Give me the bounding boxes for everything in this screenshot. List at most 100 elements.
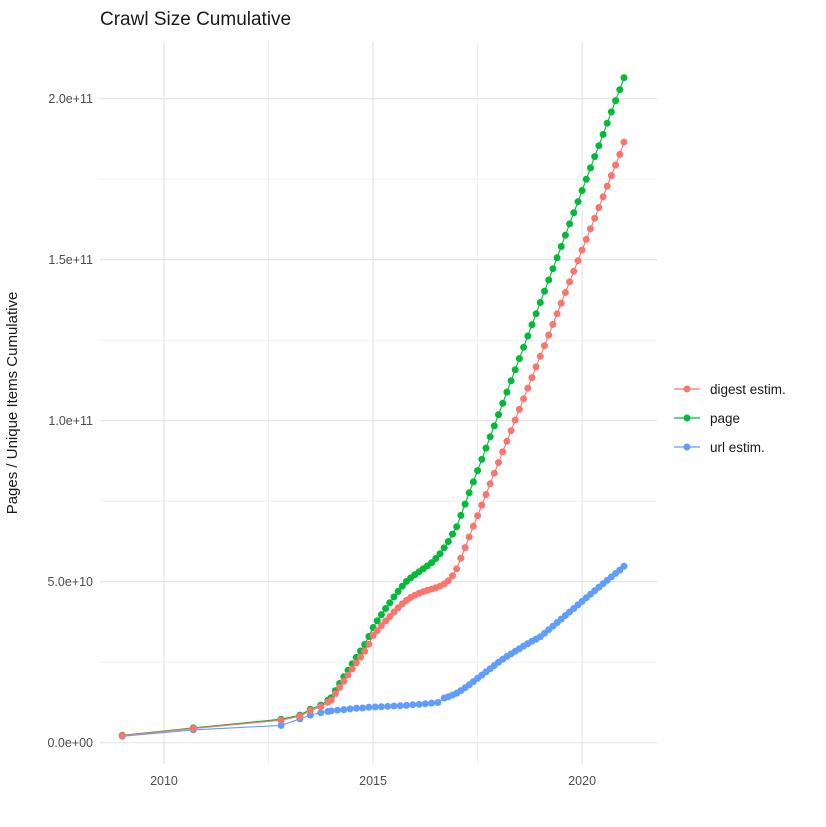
data-point-page xyxy=(587,164,594,172)
data-point-page xyxy=(511,366,519,374)
data-point-digest-estim xyxy=(595,204,603,211)
data-point-page xyxy=(532,310,540,318)
data-point-digest-estim xyxy=(373,627,381,635)
data-point-digest-estim xyxy=(507,427,515,435)
legend: digest estim. page url estim. xyxy=(672,379,786,457)
data-point-digest-estim xyxy=(587,225,594,233)
data-point-page xyxy=(386,599,394,607)
data-point-digest-estim xyxy=(277,716,285,724)
data-point-digest-estim xyxy=(296,712,304,720)
data-point-page xyxy=(553,254,561,262)
data-point-url-estim xyxy=(384,702,392,710)
data-point-page xyxy=(620,74,628,82)
data-point-url-estim xyxy=(390,702,398,710)
chart-title: Crawl Size Cumulative xyxy=(100,9,291,30)
data-point-url-estim xyxy=(409,701,417,709)
data-point-digest-estim xyxy=(317,703,325,711)
data-point-url-estim xyxy=(334,706,341,714)
axis-labels-layer: 0.0e+00 5.0e+10 1.0e+11 1.5e+11 2.0e+11 2010 2… xyxy=(47,92,596,788)
data-point-digest-estim xyxy=(189,725,197,733)
data-point-digest-estim xyxy=(478,501,486,509)
data-point-url-estim xyxy=(371,703,379,711)
data-point-url-estim xyxy=(352,704,360,712)
data-point-page xyxy=(536,299,544,306)
grid-layer xyxy=(100,42,657,764)
data-point-digest-estim xyxy=(574,257,582,265)
data-point-page xyxy=(382,605,390,612)
data-point-digest-estim xyxy=(553,310,561,318)
data-point-digest-estim xyxy=(382,617,390,625)
data-point-page xyxy=(478,455,486,463)
data-point-digest-estim xyxy=(352,659,360,667)
legend-label: page xyxy=(710,410,741,426)
data-point-digest-estim xyxy=(620,138,628,146)
data-point-digest-estim xyxy=(612,161,620,169)
data-point-digest-estim xyxy=(340,677,348,685)
data-point-page xyxy=(557,243,565,250)
data-point-page xyxy=(398,582,406,590)
data-point-page xyxy=(616,86,624,94)
y-tick-label: 5.0e+10 xyxy=(47,575,93,589)
data-point-url-estim xyxy=(434,699,442,706)
data-point-page xyxy=(578,187,586,194)
data-point-digest-estim xyxy=(486,480,494,488)
legend-key-icon xyxy=(674,385,700,393)
data-point-page xyxy=(394,587,402,595)
legend-key-dot xyxy=(683,443,691,451)
data-point-page xyxy=(440,544,448,552)
data-point-url-estim xyxy=(421,700,429,708)
x-tick-label: 2020 xyxy=(568,774,596,788)
data-point-page xyxy=(449,530,456,538)
data-point-page xyxy=(436,550,444,558)
data-point-digest-estim xyxy=(361,647,369,655)
data-point-digest-estim xyxy=(607,172,615,180)
series-url-estim xyxy=(118,562,628,740)
data-point-digest-estim xyxy=(515,405,523,413)
data-point-page xyxy=(603,119,611,127)
data-point-digest-estim xyxy=(306,707,314,714)
data-point-page xyxy=(515,355,523,363)
data-point-digest-estim xyxy=(377,622,385,630)
data-point-page xyxy=(377,611,385,619)
data-point-digest-estim xyxy=(474,512,482,520)
data-point-digest-estim xyxy=(444,577,452,585)
data-point-digest-estim xyxy=(365,640,373,648)
data-point-digest-estim xyxy=(524,384,532,392)
data-point-digest-estim xyxy=(528,374,536,382)
data-point-page xyxy=(566,220,574,228)
data-point-digest-estim xyxy=(453,565,461,573)
data-point-digest-estim xyxy=(582,235,590,243)
data-point-digest-estim xyxy=(616,150,624,158)
data-point-page xyxy=(545,276,553,284)
data-point-page xyxy=(503,388,511,396)
data-point-digest-estim xyxy=(578,246,586,254)
data-point-digest-estim xyxy=(490,469,498,477)
data-point-page xyxy=(570,209,578,217)
data-point-page xyxy=(453,523,461,531)
data-point-url-estim xyxy=(359,704,367,712)
legend-item-digest-estim: digest estim. xyxy=(672,379,786,399)
data-point-url-estim xyxy=(346,705,354,713)
data-point-page xyxy=(490,422,498,430)
data-point-digest-estim xyxy=(344,671,352,679)
data-point-digest-estim xyxy=(348,665,356,673)
data-point-page xyxy=(612,97,620,105)
data-point-page xyxy=(465,489,473,497)
data-point-page xyxy=(486,433,494,441)
data-point-digest-estim xyxy=(570,267,578,275)
data-point-page xyxy=(469,478,477,486)
data-point-page xyxy=(461,500,469,508)
data-point-digest-estim xyxy=(386,613,394,620)
data-point-digest-estim xyxy=(327,696,335,704)
data-point-digest-estim xyxy=(499,448,507,456)
data-point-page xyxy=(595,142,603,150)
data-point-url-estim xyxy=(277,721,285,729)
data-point-page xyxy=(373,617,381,625)
data-point-page xyxy=(444,538,452,545)
legend-key-icon xyxy=(674,414,700,422)
legend-key-icon xyxy=(674,443,700,451)
data-point-digest-estim xyxy=(357,653,364,661)
data-point-page xyxy=(520,343,528,351)
data-point-url-estim xyxy=(396,702,404,710)
y-axis-title: Pages / Unique Items Cumulative xyxy=(4,292,21,515)
